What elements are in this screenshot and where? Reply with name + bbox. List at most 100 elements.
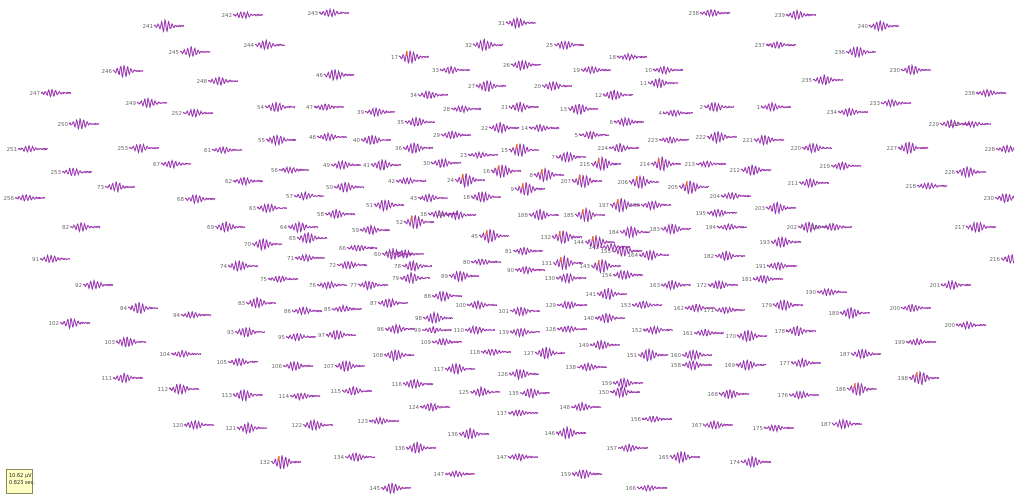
trace-primary	[880, 98, 912, 109]
channel-147: 147	[434, 469, 476, 479]
trace-primary	[736, 329, 768, 342]
trace-primary	[331, 303, 363, 313]
channel-61: 61	[204, 145, 243, 155]
trace-primary	[184, 194, 216, 205]
channel-label: 84	[120, 306, 127, 312]
channel-label: 117	[434, 367, 445, 373]
channel-73: 73	[97, 181, 136, 194]
channel-label: 189	[829, 311, 840, 317]
channel-label: 230	[984, 196, 995, 202]
channel-131: 131	[542, 254, 584, 271]
channel-177: 177	[780, 357, 822, 368]
channel-203: 203	[755, 201, 797, 215]
trace-primary	[507, 408, 539, 417]
channel-label: 34	[410, 93, 417, 99]
channel-159: 159	[561, 469, 603, 480]
trace-primary	[816, 287, 848, 297]
channel-label: 215	[580, 162, 591, 168]
channel-6: 6	[610, 116, 645, 127]
channel-136: 136	[395, 441, 437, 454]
channel-label: 124	[409, 405, 420, 411]
channel-243: 243	[308, 7, 350, 18]
channel-label: 135	[509, 391, 520, 397]
channel-label: 139	[499, 330, 510, 336]
trace-primary	[720, 191, 752, 201]
channel-label: 88	[424, 294, 431, 300]
trace-primary	[955, 320, 987, 331]
channel-label: 240	[858, 24, 869, 30]
channel-label: 1	[757, 105, 761, 111]
channel-48: 48	[309, 131, 348, 142]
channel-label: 62	[225, 179, 232, 185]
channel-label: 178	[775, 329, 786, 335]
channel-label: 40	[353, 138, 360, 144]
trace-primary	[421, 325, 453, 334]
channel-91: 91	[32, 253, 71, 263]
channel-label: 67	[153, 162, 160, 168]
channel-108: 108	[373, 349, 415, 363]
channel-label: 236	[835, 50, 846, 56]
trace-primary	[599, 242, 631, 251]
trace-primary	[647, 78, 679, 89]
channel-label: 14	[521, 126, 528, 132]
channel-label: 64	[280, 225, 287, 231]
trace-primary	[552, 254, 584, 271]
trace-primary	[555, 151, 587, 163]
trace-primary	[528, 208, 560, 221]
channel-label: 86	[284, 309, 291, 315]
trace-primary	[383, 349, 415, 363]
trace-primary	[693, 328, 725, 337]
trace-primary	[706, 208, 738, 218]
trace-primary	[384, 323, 416, 334]
trace-primary	[556, 300, 588, 310]
channel-label: 116	[392, 382, 403, 388]
trace-primary	[128, 142, 160, 155]
channel-label: 235	[802, 78, 813, 84]
channel-label: 164	[628, 253, 639, 259]
channel-label: 48	[309, 135, 316, 141]
trace-primary	[214, 221, 246, 233]
trace-primary	[507, 452, 539, 462]
channel-label: 222	[696, 135, 707, 141]
trace-primary	[636, 484, 668, 493]
trace-primary	[395, 176, 427, 185]
channel-146: 146	[545, 425, 587, 440]
channel-label: 199	[895, 340, 906, 346]
trace-primary	[553, 40, 585, 50]
channel-117: 117	[434, 362, 476, 375]
trace-primary	[40, 88, 72, 98]
channel-label: 176	[778, 393, 789, 399]
trace-primary	[318, 7, 350, 18]
channel-33: 33	[432, 65, 471, 75]
trace-primary	[467, 150, 499, 159]
channel-label: 87	[370, 301, 377, 307]
channel-label: 251	[7, 147, 18, 153]
channel-157: 157	[607, 443, 649, 453]
channel-label: 134	[334, 455, 345, 461]
channel-49: 49	[323, 159, 362, 170]
trace-primary	[528, 123, 560, 132]
trace-primary	[417, 89, 449, 99]
channel-label: 166	[626, 486, 637, 492]
channel-label: 81	[505, 249, 512, 255]
channel-100: 100	[456, 299, 498, 311]
channel-36: 36	[395, 141, 434, 154]
channel-label: 108	[373, 353, 384, 359]
channel-label: 23	[460, 153, 467, 159]
channel-label: 253	[118, 146, 129, 152]
channel-label: 216	[990, 257, 1001, 263]
channel-label: 191	[756, 264, 767, 270]
trace-primary	[960, 120, 992, 129]
channel-label: 59	[352, 228, 359, 234]
trace-primary	[578, 130, 610, 141]
trace-primary	[551, 230, 583, 245]
channel-219: 219	[820, 160, 862, 171]
trace-primary	[232, 388, 264, 403]
trace-primary	[17, 145, 49, 153]
channel-143: 143	[580, 259, 622, 275]
trace-primary	[714, 250, 746, 262]
channel-label: 150	[599, 390, 610, 396]
channel-label: 70	[244, 242, 251, 248]
channel-label: 31	[498, 21, 505, 27]
channel-240: 240	[858, 20, 900, 32]
